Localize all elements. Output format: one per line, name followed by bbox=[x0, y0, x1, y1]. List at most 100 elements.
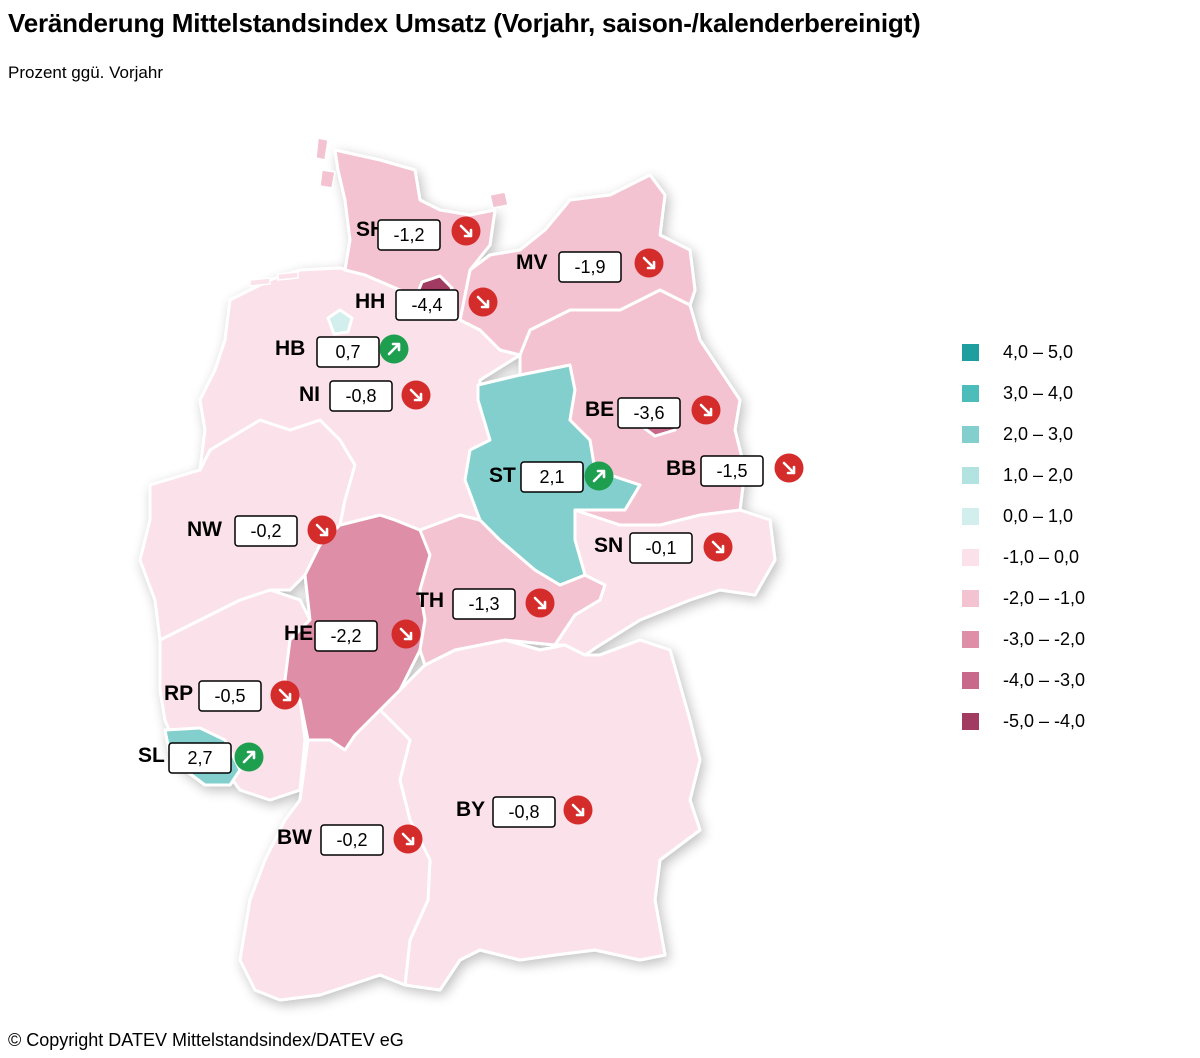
legend: 4,0 – 5,0 3,0 – 4,0 2,0 – 3,0 1,0 – 2,0 … bbox=[962, 332, 1085, 742]
legend-swatch bbox=[962, 508, 979, 525]
value-box bbox=[329, 380, 393, 412]
value-box bbox=[520, 461, 584, 493]
legend-label: -1,0 – 0,0 bbox=[1003, 547, 1080, 567]
legend-swatch bbox=[962, 426, 979, 443]
island-shape bbox=[249, 277, 271, 287]
trend-down-icon bbox=[774, 453, 804, 483]
legend-label: 2,0 – 3,0 bbox=[1003, 424, 1074, 444]
legend-item: 2,0 – 3,0 bbox=[962, 414, 1085, 455]
state-code: TH bbox=[416, 589, 444, 612]
legend-label: -2,0 – -1,0 bbox=[1003, 588, 1086, 608]
legend-label: -3,0 – -2,0 bbox=[1003, 629, 1086, 649]
value-box bbox=[492, 796, 556, 828]
state-label-bb: BB -1,5 bbox=[666, 453, 804, 487]
value-box bbox=[316, 336, 380, 368]
state-code: SL bbox=[138, 744, 165, 767]
state-code: HE bbox=[284, 622, 313, 645]
value-box bbox=[320, 824, 384, 856]
legend-label: 4,0 – 5,0 bbox=[1003, 342, 1074, 362]
state-value: -1,5 bbox=[716, 461, 747, 481]
legend-item: 1,0 – 2,0 bbox=[962, 455, 1085, 496]
state-value: -0,1 bbox=[645, 538, 676, 558]
map-subtitle: Prozent ggü. Vorjahr bbox=[8, 63, 163, 82]
value-box bbox=[452, 588, 516, 620]
state-code: SN bbox=[594, 534, 623, 557]
trend-down-icon bbox=[468, 287, 498, 317]
state-label-be: BE -3,6 bbox=[585, 395, 721, 429]
trend-down-icon bbox=[393, 824, 423, 854]
trend-down-icon bbox=[451, 216, 481, 246]
legend-item: 0,0 – 1,0 bbox=[962, 496, 1085, 537]
trend-down-icon bbox=[391, 619, 421, 649]
state-code: RP bbox=[164, 682, 193, 705]
value-box bbox=[617, 397, 681, 429]
legend-item: -5,0 – -4,0 bbox=[962, 701, 1085, 742]
state-value: -1,2 bbox=[393, 225, 424, 245]
state-code: ST bbox=[489, 464, 516, 487]
state-value: -0,8 bbox=[345, 386, 376, 406]
trend-down-icon bbox=[691, 395, 721, 425]
trend-down-icon bbox=[270, 680, 300, 710]
trend-up-icon bbox=[379, 334, 409, 364]
state-value: 2,7 bbox=[187, 748, 212, 768]
legend-swatch bbox=[962, 344, 979, 361]
trend-down-icon bbox=[307, 515, 337, 545]
legend-label: -4,0 – -3,0 bbox=[1003, 670, 1086, 690]
island-shape bbox=[489, 191, 509, 209]
legend-swatch bbox=[962, 631, 979, 648]
state-label-ni: NI -0,8 bbox=[299, 380, 431, 412]
state-label-sn: SN -0,1 bbox=[594, 532, 733, 564]
state-label-mv: MV -1,9 bbox=[516, 248, 664, 283]
state-label-hh: HH -4,4 bbox=[355, 287, 498, 321]
value-box bbox=[700, 455, 764, 487]
state-label-st: ST 2,1 bbox=[489, 461, 614, 493]
state-code: BW bbox=[277, 826, 312, 849]
value-box bbox=[395, 289, 459, 321]
legend-swatch bbox=[962, 713, 979, 730]
state-label-th: TH -1,3 bbox=[416, 588, 555, 620]
value-box bbox=[558, 251, 622, 283]
state-code: BY bbox=[456, 798, 485, 821]
state-label-bw: BW -0,2 bbox=[277, 824, 423, 856]
state-code: NI bbox=[299, 383, 320, 406]
state-code: BE bbox=[585, 398, 614, 421]
legend-swatch bbox=[962, 549, 979, 566]
state-value: 0,7 bbox=[335, 342, 360, 362]
legend-item: 4,0 – 5,0 bbox=[962, 332, 1085, 373]
state-code: BB bbox=[666, 457, 696, 480]
state-value: -0,2 bbox=[336, 830, 367, 850]
state-label-nw: NW -0,2 bbox=[187, 515, 337, 547]
legend-item: 3,0 – 4,0 bbox=[962, 373, 1085, 414]
state-label-sh: SH -1,2 bbox=[356, 216, 481, 251]
state-value: -0,8 bbox=[508, 802, 539, 822]
legend-swatch bbox=[962, 590, 979, 607]
state-label-he: HE -2,2 bbox=[284, 619, 421, 652]
state-label-sl: SL 2,7 bbox=[138, 742, 264, 774]
state-value: -4,4 bbox=[411, 295, 442, 315]
legend-swatch bbox=[962, 385, 979, 402]
state-value: -2,2 bbox=[330, 626, 361, 646]
legend-item: -4,0 – -3,0 bbox=[962, 660, 1085, 701]
state-value: 2,1 bbox=[539, 467, 564, 487]
copyright-footer: © Copyright DATEV Mittelstandsindex/DATE… bbox=[8, 1030, 404, 1050]
state-value: -0,2 bbox=[250, 521, 281, 541]
state-label-rp: RP -0,5 bbox=[164, 680, 300, 712]
state-code: MV bbox=[516, 251, 548, 274]
state-value: -3,6 bbox=[633, 403, 664, 423]
value-box bbox=[234, 515, 298, 547]
state-code: HH bbox=[355, 290, 385, 313]
trend-down-icon bbox=[634, 248, 664, 278]
trend-up-icon bbox=[584, 461, 614, 491]
state-value: -1,9 bbox=[574, 257, 605, 277]
state-label-hb: HB 0,7 bbox=[275, 334, 409, 368]
legend-label: 0,0 – 1,0 bbox=[1003, 506, 1074, 526]
legend-label: 3,0 – 4,0 bbox=[1003, 383, 1074, 403]
legend-item: -3,0 – -2,0 bbox=[962, 619, 1085, 660]
state-region-hb bbox=[326, 308, 354, 336]
island-shape bbox=[277, 271, 299, 281]
island-shape bbox=[315, 137, 329, 161]
state-value: -0,5 bbox=[214, 686, 245, 706]
state-code: HB bbox=[275, 337, 305, 360]
trend-down-icon bbox=[401, 380, 431, 410]
legend-swatch bbox=[962, 467, 979, 484]
